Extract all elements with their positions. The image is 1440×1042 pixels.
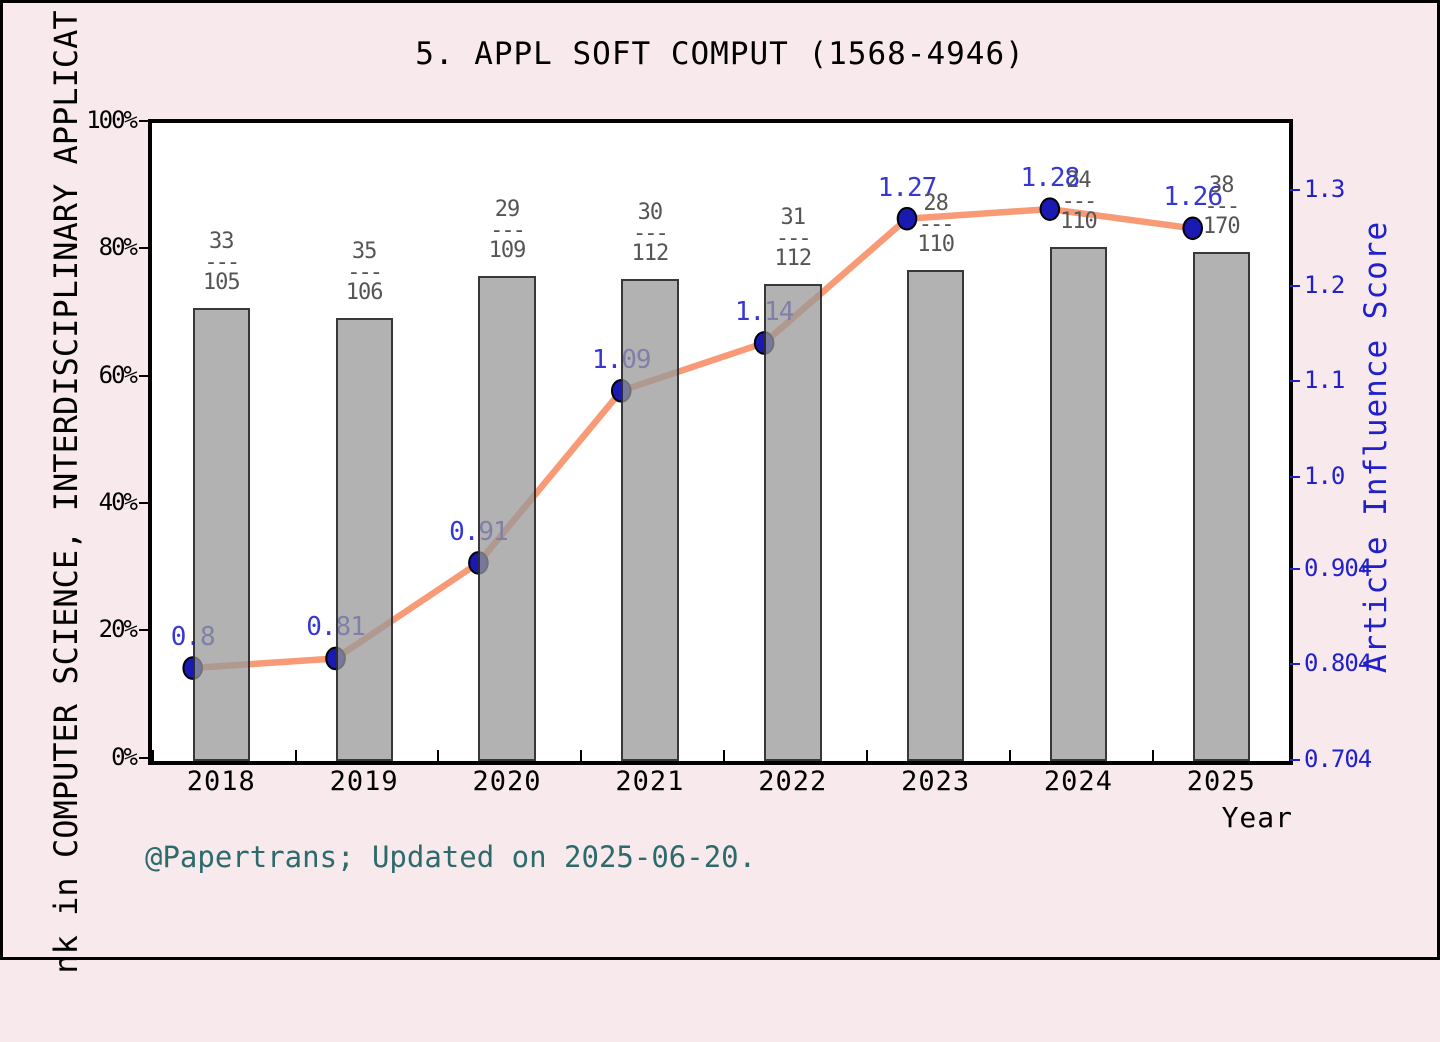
rank-fraction-label: 38 --- 170 (1156, 170, 1286, 240)
rank-fraction-label: 29 --- 109 (442, 194, 572, 264)
rank-fraction-numerator: 28 (923, 191, 949, 217)
x-axis-year-label: 2023 (901, 766, 971, 797)
rank-fraction-numerator: 30 (637, 199, 664, 225)
rank-fraction-label: 24 --- 110 (1013, 165, 1143, 235)
x-axis-tick (1008, 750, 1011, 761)
rank-bar (764, 284, 822, 761)
right-axis-tick (1290, 380, 1300, 383)
right-axis-tick (1290, 475, 1300, 478)
bars-layer (192, 247, 1251, 761)
x-axis-tick (865, 750, 868, 761)
rank-fraction-numerator: 31 (780, 205, 806, 231)
right-axis-tick (1290, 284, 1300, 287)
right-axis-tick (1290, 663, 1300, 666)
fraction-labels-layer: 33 --- 105 35 --- 106 29 --- 109 30 --- 112 31 --- 112… (156, 165, 1286, 306)
left-axis-tick (139, 120, 148, 123)
ais-value-label: 1.26 (1163, 182, 1223, 213)
right-axis-tick (1290, 758, 1300, 761)
rank-fraction-separator: --- (347, 259, 383, 285)
right-axis-tick-label: 1.2 (1304, 270, 1345, 299)
rank-fraction-denominator: 112 (774, 246, 812, 272)
left-axis-tick (139, 374, 148, 377)
x-axis-tick (294, 750, 297, 761)
rank-fraction-denominator: 110 (917, 232, 955, 258)
rank-fraction-separator: --- (1061, 189, 1098, 215)
rank-fraction-denominator: 112 (631, 240, 669, 266)
rank-fraction-numerator: 33 (209, 229, 235, 255)
x-axis-year-label: 2022 (758, 766, 828, 797)
rank-fraction-denominator: 110 (1060, 209, 1098, 235)
x-axis-tick (1151, 750, 1154, 761)
x-axis-year-label: 2025 (1186, 766, 1256, 797)
rank-fraction-label: 30 --- 112 (585, 197, 715, 267)
rank-fraction-separator: --- (918, 212, 955, 238)
left-axis-tick-label: 80% (98, 233, 138, 262)
rank-fraction-denominator: 106 (345, 279, 384, 305)
rank-fraction-denominator: 109 (488, 238, 527, 264)
rank-fraction-numerator: 38 (1209, 172, 1235, 198)
left-axis-tick (139, 756, 148, 759)
rank-fraction-separator: --- (1204, 193, 1240, 219)
left-axis-tick-label: 60% (98, 360, 138, 389)
rank-fraction-separator: --- (490, 218, 526, 244)
x-axis-tick (437, 750, 440, 761)
rank-bar (478, 276, 536, 761)
x-axis-tick (723, 750, 726, 761)
ais-data-point (1039, 197, 1061, 221)
ais-data-point (896, 206, 918, 231)
x-axis-tick (151, 750, 154, 761)
right-axis-tick (1290, 189, 1300, 192)
x-axis-year-label: 2020 (472, 766, 542, 797)
rank-fraction-separator: --- (632, 220, 669, 246)
rank-bar (192, 308, 251, 761)
rank-fraction-label: 31 --- 112 (728, 202, 858, 272)
right-axis-tick (1290, 567, 1300, 570)
rank-fraction-denominator: 170 (1202, 213, 1241, 239)
left-axis-tick (139, 247, 148, 250)
x-axis-year-label: 2019 (329, 766, 399, 797)
footer-credit: @Papertrans; Updated on 2025-06-20. (145, 840, 757, 874)
left-axis-tick-label: 100% (86, 106, 138, 135)
rank-bar (1192, 251, 1251, 761)
right-axis-tick-label: 1.1 (1304, 366, 1345, 395)
rank-fraction-numerator: 29 (494, 197, 521, 223)
rank-bar (1049, 247, 1108, 761)
x-axis-year-label: 2024 (1043, 766, 1113, 797)
rank-bar (906, 270, 965, 761)
x-axis-year-label: 2018 (186, 766, 256, 797)
right-axis-tick-label: 0.704 (1304, 744, 1372, 773)
left-axis-tick (139, 502, 148, 505)
rank-fraction-label: 35 --- 106 (299, 236, 429, 306)
ais-value-label: 1.27 (877, 172, 938, 203)
rank-fraction-label: 28 --- 110 (871, 188, 1001, 258)
rank-bar (621, 278, 679, 761)
axes-layer: 100% 80% 60% 40% 20% 0% 1.3 1.2 1.1 1.0 0.904 0.804… (86, 106, 1372, 797)
right-axis-tick-label: 1.3 (1304, 175, 1345, 204)
chart-figure: { "title": "5. APPL SOFT COMPUT (1568-49… (0, 0, 1440, 974)
rank-bar (335, 317, 394, 761)
rank-fraction-numerator: 35 (351, 238, 378, 264)
chart-title: 5. APPL SOFT COMPUT (1568-4946) (415, 36, 1025, 72)
rank-fraction-separator: --- (204, 250, 240, 276)
right-axis-tick-label: 0.904 (1304, 553, 1372, 582)
left-axis-tick (139, 629, 148, 632)
ais-value-label: 1.28 (1020, 163, 1081, 194)
rank-fraction-label: 33 --- 105 (156, 226, 286, 296)
rank-fraction-denominator: 105 (202, 270, 241, 296)
right-axis-tick-label: 1.0 (1304, 461, 1345, 490)
rank-fraction-separator: --- (775, 226, 812, 252)
x-axis-tick (580, 750, 583, 761)
left-axis-tick-label: 40% (98, 488, 138, 517)
x-axis-year-label: 2021 (615, 766, 685, 797)
rank-fraction-numerator: 24 (1066, 168, 1092, 194)
left-axis-tick-label: 0% (111, 742, 138, 771)
right-axis-tick-label: 0.804 (1304, 649, 1372, 678)
ais-data-point (1182, 216, 1203, 241)
left-axis-tick-label: 20% (98, 615, 138, 644)
x-axis-title: Year (1221, 801, 1293, 834)
